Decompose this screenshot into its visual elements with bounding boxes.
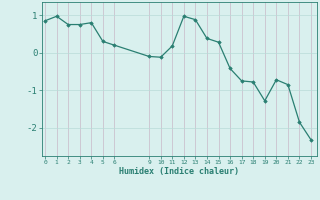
X-axis label: Humidex (Indice chaleur): Humidex (Indice chaleur) (119, 167, 239, 176)
